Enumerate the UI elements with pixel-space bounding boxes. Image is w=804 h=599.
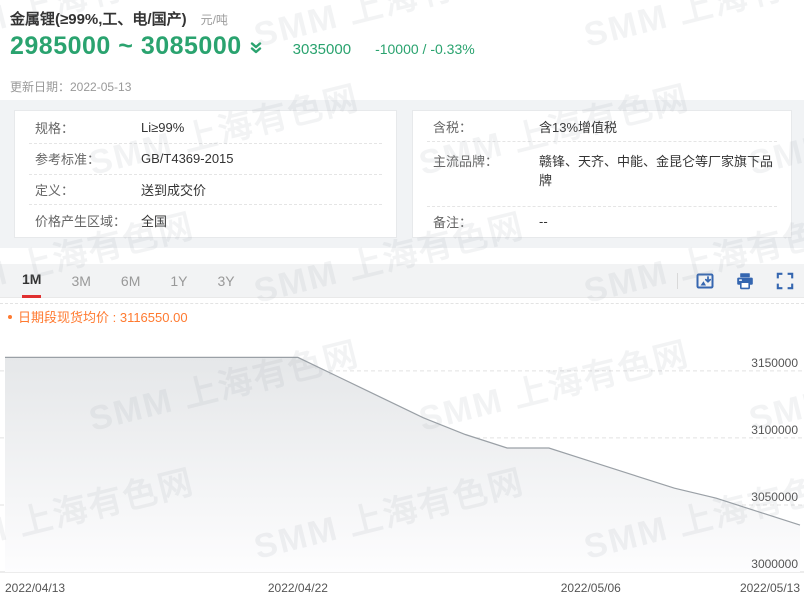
price-change: -10000 / -0.33% — [375, 41, 475, 57]
avg-price-legend: 日期段现货均价 : 3116550.00 — [8, 307, 188, 326]
spec-section: 规格： Li≥99% 参考标准： GB/T4369-2015 定义： 送到成交价 价格产生区… — [0, 100, 804, 248]
print-icon[interactable] — [736, 272, 754, 290]
period-tabs: 1M 3M 6M 1Y 3Y — [22, 264, 265, 298]
spec-row: 价格产生区域： 全国 — [29, 205, 382, 235]
x-axis-labels: 2022/04/13 2022/04/22 2022/05/06 2022/05/13 — [0, 581, 804, 597]
tab-3m[interactable]: 3M — [71, 272, 91, 289]
spec-row: 备注： -- — [427, 207, 777, 235]
spec-label: 定义： — [35, 182, 75, 198]
tab-3y[interactable]: 3Y — [217, 272, 235, 289]
spec-card-left: 规格： Li≥99% 参考标准： GB/T4369-2015 定义： 送到成交价 价格产生区… — [14, 110, 397, 238]
y-axis-label: 3000000 — [751, 557, 798, 571]
spec-label: 价格产生区域： — [35, 213, 127, 229]
chart-top-separator — [0, 303, 804, 304]
price-unit: 元/吨 — [200, 13, 228, 27]
mid-price: 3035000 — [292, 41, 352, 58]
spec-label: 规格： — [35, 121, 75, 137]
tab-6m[interactable]: 6M — [120, 272, 141, 289]
y-axis-label: 3100000 — [751, 423, 798, 437]
save-image-icon[interactable] — [696, 272, 714, 290]
spec-card-right: 含税： 含13%增值税主流品牌： 赣锋、天齐、中能、金昆仑等厂家旗下品牌备注： -- — [412, 110, 792, 238]
tab-1m[interactable]: 1M — [22, 264, 42, 298]
spec-value: 全国 — [141, 213, 168, 229]
spec-label: 主流品牌： — [433, 153, 499, 169]
spec-label: 含税： — [433, 120, 473, 136]
period-tabbar: 1M 3M 6M 1Y 3Y — [0, 264, 804, 298]
watermark: SMM 上海有色网 — [580, 0, 804, 55]
price-trend-chart[interactable]: 3000000 3050000 3100000 3150000 — [0, 340, 804, 578]
x-axis-label: 2022/04/22 — [267, 581, 328, 595]
tab-1y[interactable]: 1Y — [170, 272, 188, 289]
x-axis-label: 2022/05/06 — [560, 581, 621, 595]
y-axis-label: 3150000 — [751, 356, 798, 370]
spec-row: 定义： 送到成交价 — [29, 175, 382, 206]
avg-price-text: 日期段现货均价 : 3116550.00 — [18, 310, 188, 325]
spec-value: 送到成交价 — [141, 182, 207, 198]
double-chevron-down-icon — [249, 41, 263, 60]
tabbar-divider — [677, 272, 678, 289]
price-row: 2985000 ~ 3085000 3035000 -10000 / -0.33… — [10, 32, 475, 61]
spec-row: 主流品牌： 赣锋、天齐、中能、金昆仑等厂家旗下品牌 — [427, 142, 777, 208]
update-date: 更新日期：2022-05-13 — [10, 80, 132, 94]
price-line — [5, 356, 801, 526]
spec-label: 参考标准： — [35, 152, 101, 168]
fullscreen-icon[interactable] — [776, 272, 794, 290]
spec-row: 含税： 含13%增值税 — [427, 113, 777, 142]
spec-value: 赣锋、天齐、中能、金昆仑等厂家旗下品牌 — [539, 153, 774, 188]
price-range: 2985000 ~ 3085000 — [10, 32, 242, 60]
product-header: 金属锂(≥99%,工、电/国产) 元/吨 — [10, 8, 228, 29]
y-axis-label: 3050000 — [751, 490, 798, 504]
spec-value: -- — [539, 213, 548, 229]
product-title: 金属锂(≥99%,工、电/国产) — [10, 11, 187, 28]
price-area-fill — [5, 357, 800, 572]
x-axis-label: 2022/04/13 — [5, 581, 66, 595]
spec-label: 备注： — [433, 214, 473, 230]
spec-row: 参考标准： GB/T4369-2015 — [29, 144, 382, 175]
spec-value: GB/T4369-2015 — [141, 151, 234, 167]
spec-value: Li≥99% — [141, 120, 185, 136]
spec-row: 规格： Li≥99% — [29, 113, 382, 144]
x-axis-label: 2022/05/13 — [739, 581, 800, 595]
avg-bullet-icon — [8, 314, 12, 319]
spec-value: 含13%增值税 — [539, 120, 618, 136]
